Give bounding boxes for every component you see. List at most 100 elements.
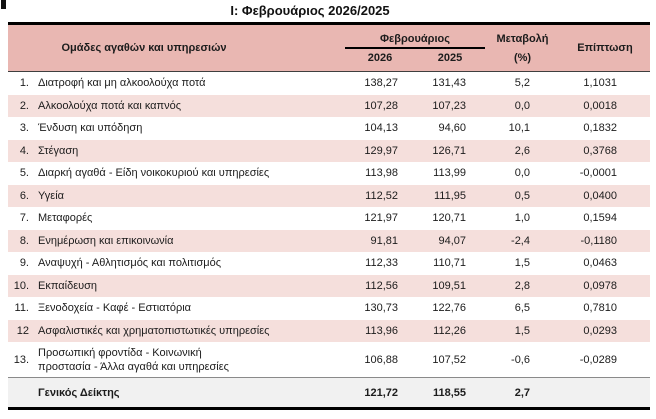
table-row: 2. Αλκοολούχα ποτά και καπνός 107,28 107… [8,94,650,117]
row-index-2025: 110,71 [433,257,466,270]
row-impact: 0,1594 [583,212,617,225]
row-index-2026: 91,81 [370,234,398,247]
row-index-2025: 109,51 [432,279,466,292]
row-number: 12 [16,324,29,337]
year-subheaders: 2026 2025 [345,52,485,64]
row-label: Εκπαίδευση [38,279,98,292]
table-row: 12 Ασφαλιστικές και χρηματοπιστωτικές υπ… [8,319,650,342]
table-top-rule [8,22,650,25]
footer-top-rule [8,377,650,378]
row-label: Ασφαλιστικές και χρηματοπιστωτικές υπηρε… [38,324,270,337]
row-change-pct: -0,6 [511,353,530,366]
row-change-pct: 2,8 [514,279,530,292]
general-index-2025: 118,55 [432,386,466,399]
table-row: 7. Μεταφορές 121,97 120,71 1,0 0,1594 [8,207,650,230]
row-impact: 0,0400 [583,189,617,202]
general-index-2026: 121,72 [364,386,398,399]
table-row: 9. Αναψυχή - Αθλητισμός και πολιτισμός 1… [8,252,650,275]
row-label: Υγεία [38,189,65,202]
row-label: Αναψυχή - Αθλητισμός και πολιτισμός [38,257,222,270]
row-impact: 0,0018 [583,99,617,112]
row-index-2026: 130,73 [364,302,398,315]
row-impact: 1,1031 [583,77,617,90]
row-number: 8. [19,234,29,247]
table-row: 8. Ενημέρωση και επικοινωνία 91,81 94,07… [8,229,650,252]
row-change-pct: 1,0 [514,212,530,225]
row-change-pct: 1,5 [514,257,530,270]
row-index-2025: 122,76 [432,302,466,315]
row-index-2026: 112,33 [365,257,398,270]
row-number: 9. [19,257,29,270]
table-row: 4. Στέγαση 129,97 126,71 2,6 0,3768 [8,139,650,162]
row-change-pct: -2,4 [511,234,530,247]
column-header-2026: 2026 [367,51,393,64]
row-impact: -0,1180 [580,234,618,247]
row-index-2025: 94,60 [438,122,466,135]
row-index-2025: 94,07 [438,234,466,247]
row-change-pct: 0,0 [514,99,530,112]
general-index-label: Γενικός Δείκτης [38,386,120,399]
row-index-2025: 111,95 [433,189,466,202]
row-number: 4. [19,144,29,157]
table-row: 1. Διατροφή και μη αλκοολούχα ποτά 138,2… [8,72,650,95]
row-index-2025: 112,26 [433,324,466,337]
change-unit-label: (%) [513,51,532,64]
row-index-2026: 112,52 [365,189,398,202]
row-label: Στέγαση [38,144,79,157]
column-header-groups: Ομάδες αγαθών και υπηρεσιών [61,42,227,54]
row-change-pct: 1,5 [514,324,530,337]
row-impact: 0,0463 [583,257,617,270]
row-index-2026: 138,27 [364,77,398,90]
row-impact: 0,0293 [583,324,617,337]
row-label: Αλκοολούχα ποτά και καπνός [38,99,182,112]
row-index-2025: 107,52 [432,353,466,366]
row-impact: 0,1832 [583,122,617,135]
row-impact: 0,0978 [583,279,617,292]
table-row: 5. Διαρκή αγαθά - Είδη νοικοκυριού και υ… [8,162,650,185]
row-index-2025: 120,71 [432,212,466,225]
row-index-2025: 126,71 [432,144,466,157]
row-index-2026: 106,88 [364,353,398,366]
column-header-change: Μεταβολή (%) [485,25,560,71]
change-label: Μεταβολή [496,32,549,45]
month-underline-rule [345,46,485,49]
row-change-pct: 2,6 [514,144,530,157]
general-index-change-pct: 2,7 [514,386,530,399]
row-index-2025: 113,99 [433,167,466,180]
row-impact: -0,0289 [579,353,617,366]
row-index-2026: 112,56 [365,279,398,292]
row-label: Ένδυση και υπόδηση [38,122,143,135]
column-header-impact: Επίπτωση [577,42,633,54]
row-index-2025: 131,43 [432,77,466,90]
row-number: 7. [19,212,29,225]
row-impact: 0,3768 [583,144,617,157]
row-number: 13. [13,353,29,366]
row-number: 6. [19,189,29,202]
row-index-2026: 121,97 [364,212,398,225]
row-label: Μεταφορές [38,212,93,225]
row-index-2025: 107,23 [432,99,466,112]
table-row: 3. Ένδυση και υπόδηση 104,13 94,60 10,1 … [8,117,650,140]
row-label: Προσωπική φροντίδα - Κοινωνική προστασία… [38,346,229,373]
row-index-2026: 104,13 [364,122,398,135]
row-label: Ξενοδοχεία - Καφέ - Εστιατόρια [38,302,192,315]
cropped-text-artifact [1,0,6,9]
table-row: 6. Υγεία 112,52 111,95 0,5 0,0400 [8,184,650,207]
page-title: Ι: Φεβρουάριος 2026/2025 [230,3,390,18]
table-row: 13. Προσωπική φροντίδα - Κοινωνική προστ… [8,342,650,377]
row-change-pct: 0,5 [514,189,530,202]
row-index-2026: 107,28 [364,99,398,112]
row-impact: -0,0001 [579,167,617,180]
row-impact: 0,7810 [583,302,617,315]
row-index-2026: 129,97 [364,144,398,157]
row-change-pct: 6,5 [514,302,530,315]
table-body: 1. Διατροφή και μη αλκοολούχα ποτά 138,2… [8,72,650,377]
column-header-2025: 2025 [437,51,463,64]
table-header-row: Ομάδες αγαθών και υπηρεσιών Φεβρουάριος … [8,25,650,71]
general-index-row: Γενικός Δείκτης 121,72 118,55 2,7 [8,378,650,407]
row-number: 3. [19,122,29,135]
row-change-pct: 5,2 [514,77,530,90]
row-number: 11. [14,302,29,315]
row-number: 2. [19,99,29,112]
table-row: 10. Εκπαίδευση 112,56 109,51 2,8 0,0978 [8,274,650,297]
